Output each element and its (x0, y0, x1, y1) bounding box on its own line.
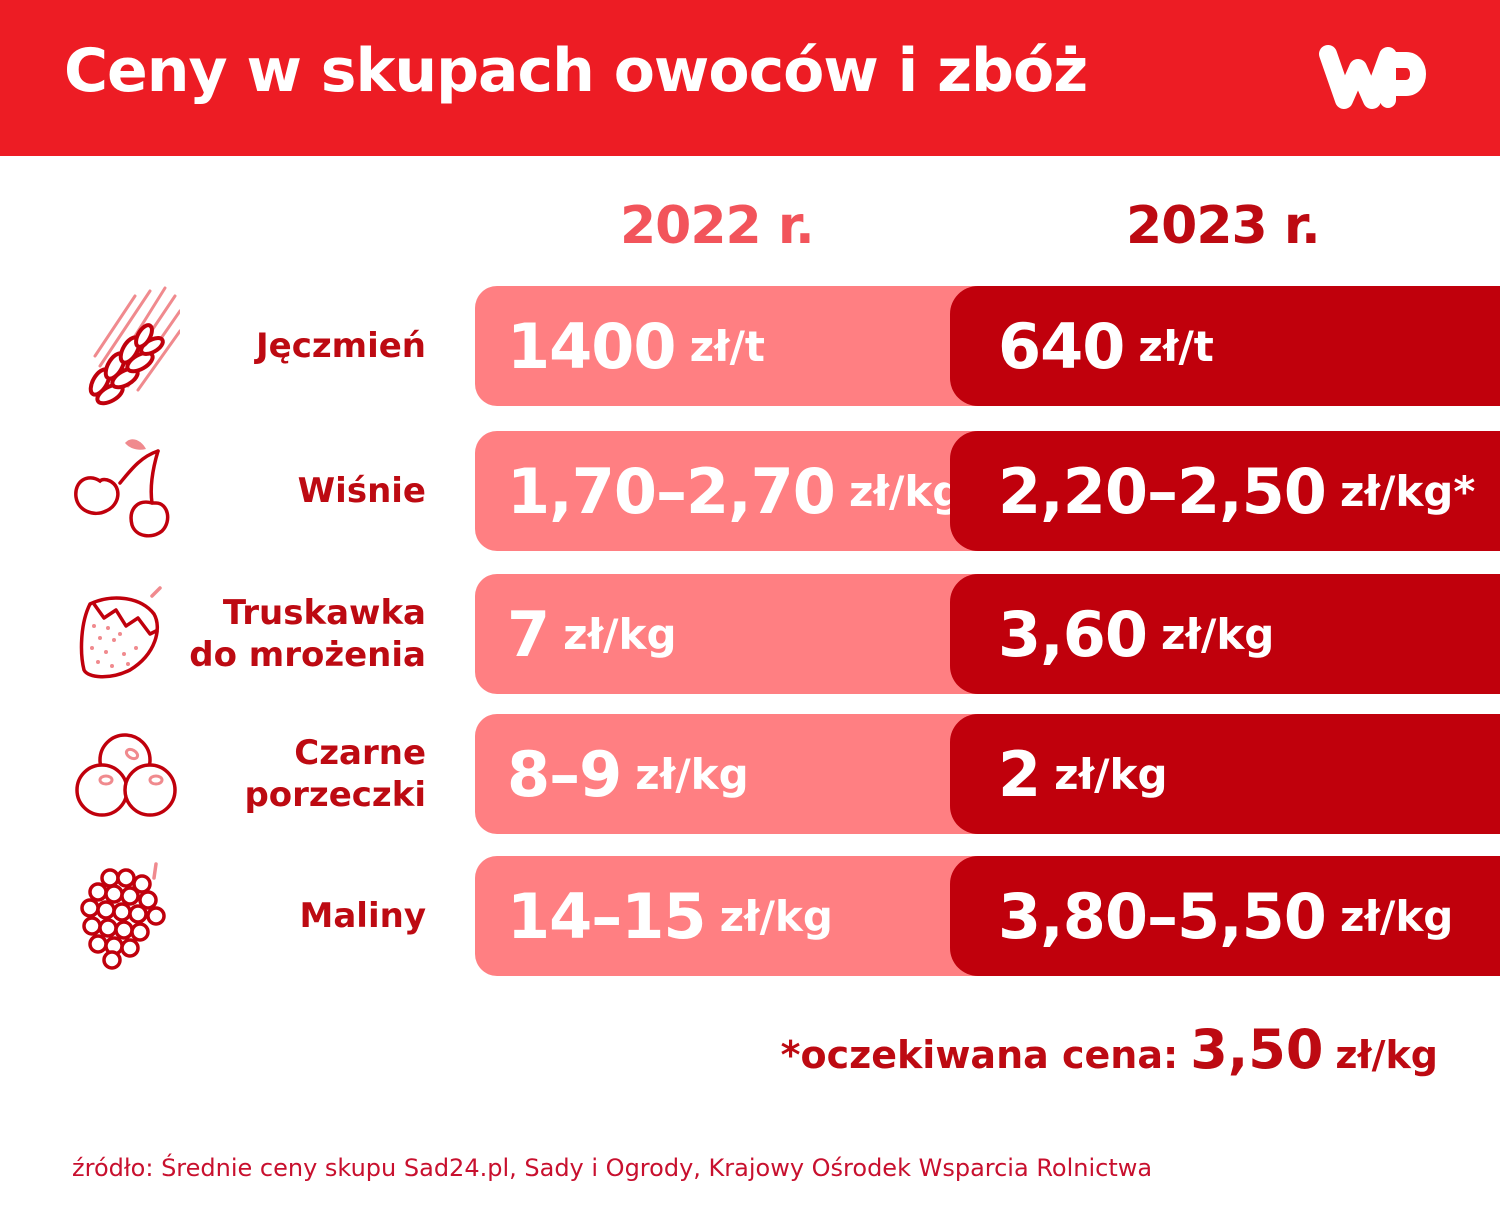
unit-2022: zł/kg (848, 466, 963, 516)
table-row: Jęczmień 1400 zł/t 640 zł/t (0, 286, 1500, 406)
footnote-value: 3,50 (1190, 1018, 1324, 1081)
table-row: Wiśnie 1,70–2,70 zł/kg 2,20–2,50 zł/kg* (0, 431, 1500, 551)
raspberry-icon (80, 862, 166, 970)
row-label: Wiśnie (297, 471, 426, 511)
source-credit: źródło: Średnie ceny skupu Sad24.pl, Sad… (72, 1154, 1153, 1182)
value-2023: 640 (998, 309, 1125, 383)
page-title: Ceny w skupach owoców i zbóż (64, 36, 1088, 106)
unit-2022: zł/kg (635, 749, 749, 799)
footnote-text: *oczekiwana cena: (780, 1033, 1179, 1077)
unit-2022: zł/t (689, 321, 766, 371)
strawberry-icon (79, 586, 162, 679)
row-label: Truskawka do mrożenia (189, 593, 426, 675)
row-label: Jęczmień (256, 326, 426, 366)
value-2023: 3,80–5,50 (998, 879, 1327, 953)
value-2022-cell: 1,70–2,70 zł/kg (475, 431, 995, 551)
value-2022-cell: 8–9 zł/kg (475, 714, 995, 834)
table-row: Maliny 14–15 zł/kg 3,80–5,50 zł/kg (0, 856, 1500, 976)
value-2023: 2 (998, 737, 1041, 811)
unit-2023: zł/kg (1054, 749, 1168, 799)
value-2022: 8–9 (507, 737, 622, 811)
value-2022-cell: 14–15 zł/kg (475, 856, 995, 976)
unit-2023: zł/kg (1160, 609, 1275, 659)
value-2023-cell: 3,80–5,50 zł/kg (950, 856, 1500, 976)
value-2023: 3,60 (998, 597, 1148, 671)
value-2022-cell: 1400 zł/t (475, 286, 995, 406)
row-label: Czarne porzeczki (244, 733, 426, 815)
value-2023-cell: 2 zł/kg (950, 714, 1500, 834)
unit-2023: zł/kg* (1339, 466, 1476, 516)
cherry-icon (74, 439, 170, 538)
value-2022: 14–15 (507, 879, 707, 953)
unit-2022: zł/kg (563, 609, 677, 659)
unit-2023: zł/kg (1339, 891, 1454, 941)
value-2023-cell: 3,60 zł/kg (950, 574, 1500, 694)
value-2022: 1400 (507, 309, 677, 383)
footnote: *oczekiwana cena: 3,50 zł/kg (781, 1018, 1438, 1081)
row-label: Maliny (299, 896, 426, 936)
wheat-icon (88, 286, 180, 406)
unit-2022: zł/kg (719, 891, 833, 941)
value-2022-cell: 7 zł/kg (475, 574, 995, 694)
currant-icon (75, 733, 177, 817)
column-header-2022: 2022 r. (620, 196, 815, 256)
table-row: Truskawka do mrożenia 7 zł/kg 3,60 zł/kg (0, 574, 1500, 694)
value-2023: 2,20–2,50 (998, 454, 1327, 528)
header-bar: Ceny w skupach owoców i zbóż (0, 0, 1500, 156)
value-2023-cell: 640 zł/t (950, 286, 1500, 406)
table-row: Czarne porzeczki 8–9 zł/kg 2 zł/kg (0, 714, 1500, 834)
value-2023-cell: 2,20–2,50 zł/kg* (950, 431, 1500, 551)
wp-logo-icon (1319, 45, 1426, 109)
footnote-unit: zł/kg (1335, 1033, 1438, 1077)
value-2022: 7 (507, 597, 550, 671)
unit-2023: zł/t (1138, 321, 1214, 371)
value-2022: 1,70–2,70 (507, 454, 836, 528)
column-header-2023: 2023 r. (1126, 196, 1321, 256)
